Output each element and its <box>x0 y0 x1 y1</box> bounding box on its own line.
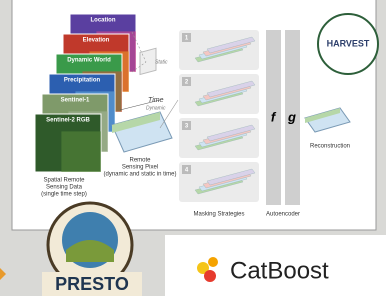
catboost-text: CatBoost <box>230 257 329 284</box>
presto-text: PRESTO <box>55 274 129 294</box>
input-caption: Sensing Data <box>46 185 83 191</box>
layer-label: Sentinel-1 <box>61 98 90 104</box>
output-caption: Reconstruction <box>310 144 350 150</box>
catboost-dot <box>208 257 218 267</box>
layer-label: Dynamic World <box>67 58 111 64</box>
input-caption: (single time step) <box>41 192 87 198</box>
autoencoder-caption: Autoencoder <box>266 212 300 218</box>
slide: Location Elevation Dynamic World Precipitat… <box>0 0 386 296</box>
time-label: Time <box>148 97 164 104</box>
arrow-marker <box>0 268 6 280</box>
layer-label: Sentinel-2 RGB <box>46 118 90 124</box>
layer-label: Precipitation <box>64 78 101 84</box>
layer-label: Elevation <box>83 38 110 44</box>
pixel-caption: Remote <box>129 158 151 164</box>
static-label: Static <box>155 59 168 65</box>
page: Location Elevation Dynamic World Precipitat… <box>0 0 386 296</box>
decoder-label: g <box>287 109 296 124</box>
static-block <box>140 48 156 74</box>
catboost-dot <box>204 270 216 282</box>
input-caption: Spatial Remote <box>43 178 85 184</box>
masks-caption: Masking Strategies <box>193 212 244 218</box>
pixel-caption: (dynamic and static in time) <box>103 172 176 178</box>
layer-tint <box>61 131 101 172</box>
dynamic-label: Dynamic <box>146 105 166 111</box>
pixel-caption: Sensing Pixel <box>122 165 158 171</box>
layer-label: Location <box>91 18 116 24</box>
harvest-text: HARVEST <box>327 38 370 48</box>
